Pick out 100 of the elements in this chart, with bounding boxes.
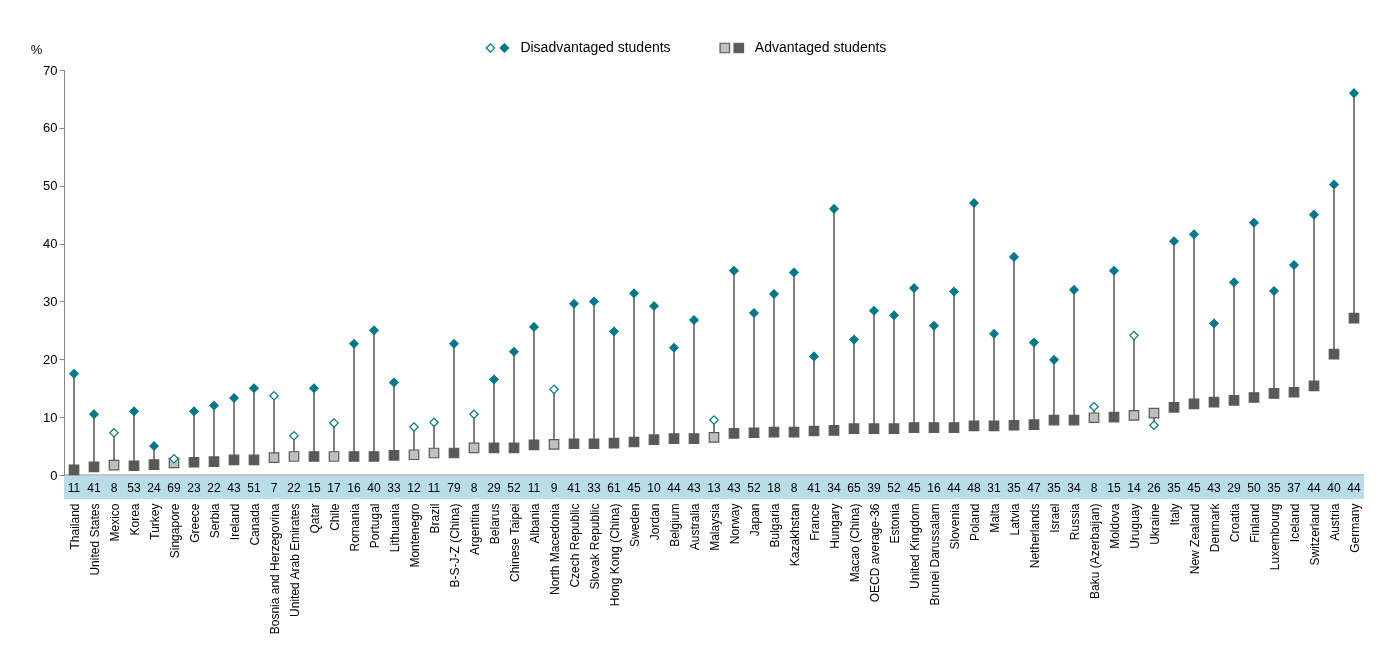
x-tick-label: Netherlands bbox=[1027, 503, 1042, 569]
text: 39 bbox=[867, 481, 881, 495]
text: 16 bbox=[927, 481, 941, 495]
x-tick-label: Belarus bbox=[487, 503, 502, 545]
x-tick-label: Russia bbox=[1067, 503, 1082, 541]
x-tick-label: North Macedonia bbox=[547, 503, 562, 595]
x-tick-label: Estonia bbox=[887, 503, 902, 544]
x-tick-label: Hungary bbox=[827, 503, 842, 549]
x-tick-label: Romania bbox=[347, 503, 362, 552]
x-tick-label: Montenegro bbox=[407, 503, 422, 568]
text: 34 bbox=[827, 481, 841, 495]
x-tick-label: Slovenia bbox=[947, 503, 962, 550]
text: 31 bbox=[987, 481, 1001, 495]
text: 43 bbox=[1207, 481, 1221, 495]
x-tick-label: United Arab Emirates bbox=[287, 503, 302, 617]
text: 43 bbox=[727, 481, 741, 495]
text: 18 bbox=[767, 481, 781, 495]
x-tick-label: Korea bbox=[127, 503, 142, 536]
x-tick-label: Malaysia bbox=[707, 503, 722, 551]
legend-label: Advantaged students bbox=[754, 39, 887, 55]
x-tick-label: Moldova bbox=[1107, 503, 1122, 549]
text: 41 bbox=[807, 481, 821, 495]
text: 33 bbox=[587, 481, 601, 495]
x-tick-label: Hong Kong (China) bbox=[607, 503, 622, 607]
text: 29 bbox=[1227, 481, 1241, 495]
x-tick-label: Denmark bbox=[1207, 502, 1222, 553]
x-tick-label: Ukraine bbox=[1147, 503, 1162, 545]
text: 11 bbox=[67, 481, 81, 495]
text: 52 bbox=[507, 481, 521, 495]
legend-label: Disadvantaged students bbox=[520, 39, 671, 55]
x-tick-label: B-S-J-Z (China) bbox=[447, 503, 462, 588]
x-tick-label: Slovak Republic bbox=[587, 503, 602, 590]
y-tick-label: 0 bbox=[50, 467, 58, 483]
text: 22 bbox=[287, 481, 301, 495]
x-tick-label: OECD average-36 bbox=[867, 503, 882, 603]
x-tick-label: Germany bbox=[1347, 503, 1362, 553]
x-tick-label: Iceland bbox=[1287, 503, 1302, 543]
text: 44 bbox=[1307, 481, 1321, 495]
x-tick-label: Bulgaria bbox=[767, 503, 782, 548]
x-tick-label: Albania bbox=[527, 503, 542, 544]
y-axis-title: % bbox=[30, 41, 43, 57]
x-tick-label: Austria bbox=[1327, 503, 1342, 541]
text: 45 bbox=[907, 481, 921, 495]
x-tick-label: Japan bbox=[747, 503, 762, 537]
x-tick-label: Norway bbox=[727, 503, 742, 545]
text: 61 bbox=[607, 481, 621, 495]
text: 52 bbox=[887, 481, 901, 495]
text: 44 bbox=[667, 481, 681, 495]
x-tick-label: France bbox=[807, 503, 822, 541]
x-tick-label: New Zealand bbox=[1187, 503, 1202, 575]
x-tick-label: Jordan bbox=[647, 503, 662, 541]
x-tick-label: Chile bbox=[327, 503, 342, 531]
text: 41 bbox=[567, 481, 581, 495]
text: 17 bbox=[327, 481, 341, 495]
text: 43 bbox=[687, 481, 701, 495]
x-tick-label: Latvia bbox=[1007, 503, 1022, 536]
x-tick-label: Malta bbox=[987, 503, 1002, 533]
x-tick-label: Sweden bbox=[627, 503, 642, 547]
x-tick-label: Baku (Azerbaijan) bbox=[1087, 503, 1102, 599]
y-tick-label: 50 bbox=[43, 178, 58, 194]
text: 44 bbox=[1347, 481, 1361, 495]
text: 8 bbox=[470, 481, 478, 495]
text: 10 bbox=[647, 481, 661, 495]
text: 45 bbox=[627, 481, 641, 495]
y-tick-label: 20 bbox=[43, 351, 58, 367]
x-tick-label: Canada bbox=[247, 503, 262, 546]
text: 40 bbox=[367, 481, 381, 495]
text: 69 bbox=[167, 481, 181, 495]
text: 15 bbox=[307, 481, 321, 495]
x-tick-label: Lithuania bbox=[387, 503, 402, 553]
text: 8 bbox=[1090, 481, 1098, 495]
text: 9 bbox=[550, 481, 558, 495]
x-tick-label: Bosnia and Herzegovina bbox=[267, 503, 282, 635]
x-tick-label: Poland bbox=[967, 503, 982, 541]
text: 14 bbox=[1127, 481, 1141, 495]
x-tick-label: Argentina bbox=[467, 503, 482, 555]
x-tick-label: Chinese Taipei bbox=[507, 503, 522, 582]
x-tick-label: Turkey bbox=[147, 503, 162, 540]
y-tick-label: 30 bbox=[43, 293, 58, 309]
x-tick-label: Czech Republic bbox=[567, 503, 582, 588]
text: 65 bbox=[847, 481, 861, 495]
x-tick-label: Qatar bbox=[307, 503, 322, 534]
text: 79 bbox=[447, 481, 461, 495]
text: 50 bbox=[1247, 481, 1261, 495]
x-tick-label: Macao (China) bbox=[847, 503, 862, 583]
x-tick-label: Serbia bbox=[207, 503, 222, 539]
text: 16 bbox=[347, 481, 361, 495]
x-tick-label: Portugal bbox=[367, 503, 382, 549]
text: 37 bbox=[1287, 481, 1301, 495]
x-tick-label: Mexico bbox=[107, 503, 122, 542]
text: 24 bbox=[147, 481, 161, 495]
x-tick-label: Thailand bbox=[67, 503, 82, 550]
text: 15 bbox=[1107, 481, 1121, 495]
text: 26 bbox=[1147, 481, 1161, 495]
x-tick-label: United Kingdom bbox=[907, 503, 922, 589]
text: 29 bbox=[487, 481, 501, 495]
x-tick-label: Kazakhstan bbox=[787, 503, 802, 567]
text: 23 bbox=[187, 481, 201, 495]
y-tick-label: 60 bbox=[43, 120, 58, 136]
x-tick-label: Israel bbox=[1047, 503, 1062, 533]
